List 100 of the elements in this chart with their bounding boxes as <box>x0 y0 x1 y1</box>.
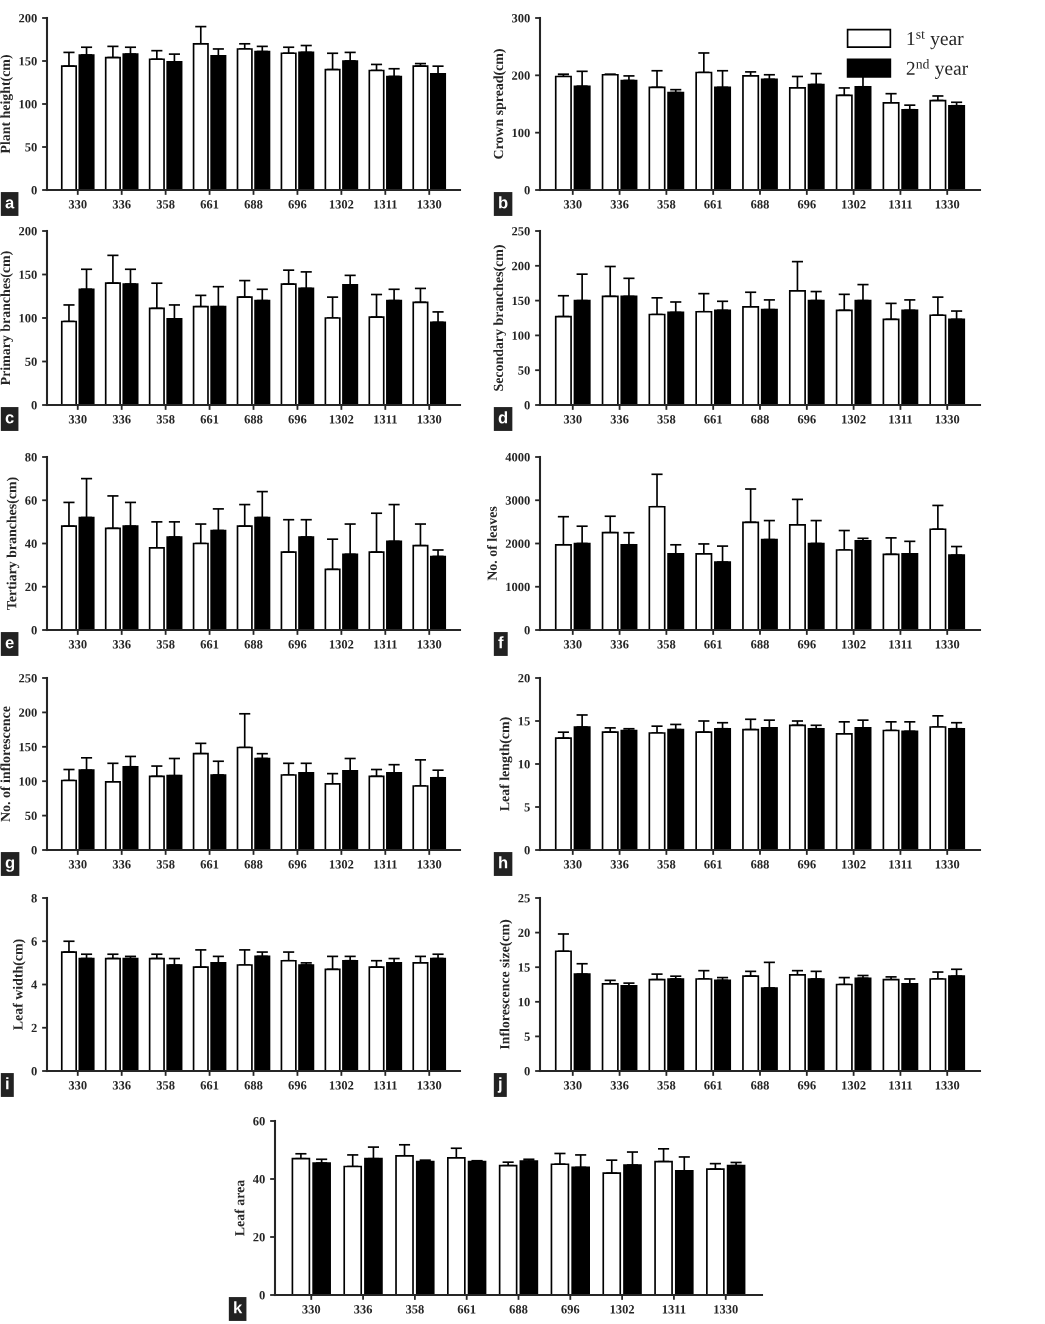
x-tick-label: 688 <box>244 860 263 869</box>
text: d <box>498 411 508 424</box>
y-tick-label: 0 <box>259 1291 265 1300</box>
y-tick-label: 300 <box>512 14 530 23</box>
y-tick-label: 4 <box>31 980 38 989</box>
x-tick-label: 688 <box>751 1081 769 1090</box>
x-tick-label: 336 <box>112 1081 131 1090</box>
y-axis-title: Inflorescence size(cm) <box>499 919 513 1050</box>
bar <box>807 727 825 850</box>
x-tick-label: 696 <box>288 1081 307 1090</box>
x-tick-label: 1302 <box>329 860 354 869</box>
x-tick-label: 336 <box>610 640 629 649</box>
y-tick-label: 150 <box>19 270 37 279</box>
x-tick-label: 1311 <box>889 860 912 869</box>
bar <box>554 75 572 190</box>
bar <box>554 737 572 850</box>
bar <box>788 973 806 1071</box>
x-tick-label: 661 <box>704 860 722 869</box>
x-tick-label: 336 <box>610 1081 629 1090</box>
y-axis-title: No. of inflorescence <box>0 706 11 822</box>
x-tick-label: 696 <box>288 860 307 869</box>
y-tick-label: 6 <box>31 937 37 946</box>
y-tick-label: 100 <box>512 331 530 340</box>
x-tick-label: 1330 <box>417 1081 442 1090</box>
x-tick-label: 688 <box>751 200 769 209</box>
x-tick-label: 696 <box>797 640 816 649</box>
bar <box>929 99 947 190</box>
y-axis-title: Tertiary branches(cm) <box>6 477 20 610</box>
y-tick-label: 100 <box>19 100 37 109</box>
x-tick-label: 330 <box>68 200 87 209</box>
bar <box>429 957 447 1071</box>
y-axis-title: Leaf length(cm) <box>499 717 513 812</box>
x-tick-label: 1330 <box>935 200 960 209</box>
bar <box>760 78 778 190</box>
x-tick-label: 1311 <box>889 415 912 424</box>
y-tick-label: 200 <box>512 71 530 80</box>
x-tick-label: 336 <box>610 415 629 424</box>
y-tick-label: 200 <box>512 261 530 271</box>
y-tick-label: 100 <box>19 777 37 786</box>
y-tick-label: 20 <box>518 674 530 683</box>
y-tick-label: 50 <box>25 811 37 821</box>
y-tick-label: 40 <box>24 539 37 548</box>
x-tick-label: 330 <box>563 640 582 649</box>
y-tick-label: 80 <box>25 453 37 462</box>
y-tick-label: 40 <box>252 1175 265 1184</box>
y-tick-label: 60 <box>253 1117 265 1126</box>
y-tick-label: 4000 <box>505 453 530 462</box>
y-tick-label: 20 <box>253 1233 265 1242</box>
x-tick-label: 358 <box>156 860 175 869</box>
x-tick-label: 661 <box>457 1305 476 1314</box>
x-tick-label: 330 <box>68 640 87 649</box>
x-tick-label: 661 <box>200 640 219 649</box>
x-tick-label: 661 <box>704 640 722 649</box>
bar <box>788 724 806 850</box>
legend-label: 2$^{nd}$ year <box>906 59 968 79</box>
y-tick-label: 15 <box>518 717 530 726</box>
y-tick-label: 0 <box>31 401 37 410</box>
text: k <box>234 1301 243 1314</box>
x-tick-label: 1302 <box>842 1081 866 1090</box>
x-tick-label: 1311 <box>889 1081 912 1090</box>
x-tick-label: 1311 <box>662 1305 686 1314</box>
y-axis-title: Crown spread(cm) <box>493 49 506 159</box>
x-tick-label: 1302 <box>842 415 866 424</box>
text: e <box>5 639 14 649</box>
x-tick-label: 1330 <box>417 415 442 424</box>
y-tick-label: 0 <box>524 626 530 635</box>
y-axis-title: No. of leaves <box>486 506 497 581</box>
x-tick-label: 1302 <box>842 640 866 649</box>
bar <box>948 727 966 850</box>
y-tick-label: 3000 <box>505 496 530 505</box>
x-tick-label: 358 <box>657 415 676 424</box>
x-tick-label: 330 <box>68 1081 87 1090</box>
y-tick-label: 50 <box>25 143 37 152</box>
x-tick-label: 1311 <box>374 200 397 209</box>
x-tick-label: 1302 <box>610 1305 635 1314</box>
x-tick-label: 688 <box>509 1305 528 1314</box>
text: a <box>5 199 15 209</box>
x-tick-label: 358 <box>657 1081 676 1090</box>
y-axis-title: Plant height(cm) <box>0 55 13 154</box>
x-tick-label: 358 <box>156 640 175 649</box>
y-tick-label: 0 <box>31 1067 37 1076</box>
x-tick-label: 688 <box>751 640 769 649</box>
x-tick-label: 1311 <box>889 200 912 209</box>
y-tick-label: 2000 <box>505 539 530 548</box>
y-tick-label: 20 <box>25 582 37 592</box>
text: i <box>6 1077 9 1090</box>
text: c <box>5 414 14 424</box>
bar <box>429 555 447 630</box>
y-tick-label: 2 <box>31 1023 37 1033</box>
y-tick-label: 150 <box>512 296 530 306</box>
x-tick-label: 336 <box>112 640 131 649</box>
x-tick-label: 1302 <box>329 200 354 209</box>
x-tick-label: 1330 <box>714 1305 738 1314</box>
y-tick-label: 15 <box>518 963 530 972</box>
x-tick-label: 1302 <box>842 860 866 869</box>
x-tick-label: 661 <box>200 1081 219 1090</box>
x-tick-label: 661 <box>200 415 219 424</box>
x-tick-label: 696 <box>288 415 307 424</box>
text: j <box>497 1077 502 1093</box>
y-axis-title: Primary branches(cm) <box>0 251 13 386</box>
